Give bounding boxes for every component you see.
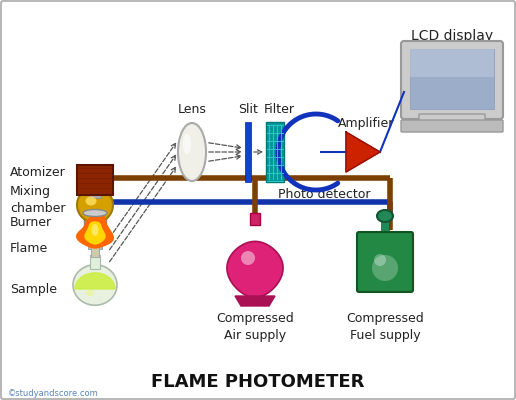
FancyBboxPatch shape <box>89 192 101 198</box>
Ellipse shape <box>372 255 398 281</box>
Polygon shape <box>85 222 105 244</box>
Text: Slit: Slit <box>238 103 258 116</box>
FancyBboxPatch shape <box>84 213 106 241</box>
FancyBboxPatch shape <box>89 219 101 226</box>
Text: Lens: Lens <box>178 103 206 116</box>
Text: Mixing
chamber: Mixing chamber <box>10 186 66 214</box>
Polygon shape <box>77 188 113 222</box>
Polygon shape <box>77 215 114 248</box>
Ellipse shape <box>178 123 206 181</box>
Ellipse shape <box>91 224 99 236</box>
Text: Atomizer: Atomizer <box>10 166 66 178</box>
FancyBboxPatch shape <box>410 49 494 109</box>
FancyBboxPatch shape <box>410 49 494 77</box>
Text: Filter: Filter <box>264 103 295 116</box>
FancyBboxPatch shape <box>245 122 251 182</box>
Polygon shape <box>75 273 115 289</box>
Ellipse shape <box>374 254 386 266</box>
Text: Compressed
Air supply: Compressed Air supply <box>216 312 294 342</box>
FancyBboxPatch shape <box>91 195 99 221</box>
FancyBboxPatch shape <box>401 41 503 119</box>
Text: LCD display: LCD display <box>411 29 493 43</box>
Text: Amplifier: Amplifier <box>338 117 394 130</box>
Ellipse shape <box>83 210 107 216</box>
Polygon shape <box>235 296 275 306</box>
FancyBboxPatch shape <box>90 255 100 269</box>
FancyBboxPatch shape <box>381 221 389 231</box>
Text: Compressed
Fuel supply: Compressed Fuel supply <box>346 312 424 342</box>
FancyBboxPatch shape <box>88 241 102 249</box>
Ellipse shape <box>86 290 94 296</box>
Ellipse shape <box>377 210 393 222</box>
Ellipse shape <box>241 251 255 265</box>
Text: Burner: Burner <box>10 216 52 228</box>
Text: Sample: Sample <box>10 284 57 296</box>
Text: FLAME PHOTOMETER: FLAME PHOTOMETER <box>151 373 365 391</box>
Polygon shape <box>346 132 380 172</box>
Text: ©studyandscore.com: ©studyandscore.com <box>8 388 99 398</box>
FancyBboxPatch shape <box>419 114 485 124</box>
FancyBboxPatch shape <box>357 232 413 292</box>
FancyBboxPatch shape <box>250 213 260 225</box>
Text: Photo detector: Photo detector <box>278 188 370 201</box>
FancyBboxPatch shape <box>77 165 113 195</box>
Polygon shape <box>227 242 283 297</box>
FancyBboxPatch shape <box>91 245 99 257</box>
FancyBboxPatch shape <box>266 122 284 182</box>
Ellipse shape <box>86 196 96 206</box>
Text: Flame: Flame <box>10 242 49 254</box>
FancyBboxPatch shape <box>401 120 503 132</box>
Polygon shape <box>73 265 117 305</box>
Ellipse shape <box>183 134 191 154</box>
